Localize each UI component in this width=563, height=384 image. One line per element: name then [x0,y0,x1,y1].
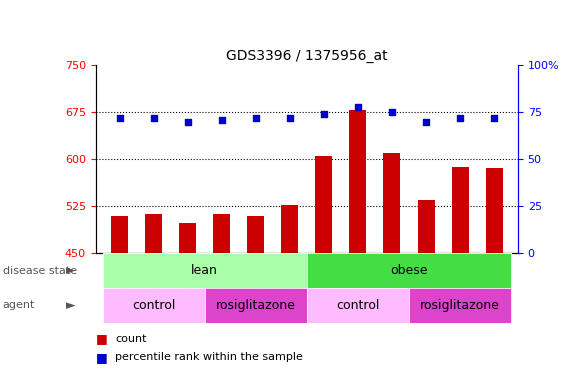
Text: ►: ► [66,264,76,277]
Text: ■: ■ [96,351,108,364]
Text: GSM172990: GSM172990 [387,257,396,312]
Bar [111,216,128,253]
Text: GSM172982: GSM172982 [217,257,226,312]
Bar [102,253,307,288]
Text: control: control [132,299,175,312]
Bar [409,253,443,323]
Point [490,115,499,121]
Bar [171,253,205,323]
Text: percentile rank within the sample: percentile rank within the sample [115,352,303,362]
Point [455,115,464,121]
Bar [102,253,137,323]
Bar [375,253,409,323]
Bar [307,288,409,323]
Bar [137,253,171,323]
Bar [350,111,367,253]
Text: control: control [336,299,379,312]
Point [217,117,226,123]
Point [251,115,260,121]
Bar [418,200,435,253]
Text: rosiglitazone: rosiglitazone [420,299,500,312]
Bar [205,253,239,323]
Point [149,115,158,121]
Bar [205,288,307,323]
Bar [247,216,264,253]
Bar [145,214,162,253]
Point [285,115,294,121]
Point [183,119,192,125]
Title: GDS3396 / 1375956_at: GDS3396 / 1375956_at [226,49,388,63]
Point [422,119,431,125]
Text: GSM172989: GSM172989 [354,257,363,312]
Text: rosiglitazone: rosiglitazone [216,299,296,312]
Bar [307,253,511,288]
Bar [452,167,468,253]
Text: GSM172984: GSM172984 [285,257,294,312]
Bar [341,253,375,323]
Point [319,111,328,117]
Text: disease state: disease state [3,266,77,276]
Bar [315,156,332,253]
Text: GSM172979: GSM172979 [115,257,124,312]
Bar [477,253,511,323]
Bar [383,153,400,253]
Text: obese: obese [390,264,428,277]
Text: GSM172988: GSM172988 [490,257,499,312]
Text: ►: ► [66,299,76,312]
Bar [307,253,341,323]
Point [387,109,396,115]
Bar [213,214,230,253]
Bar [179,223,196,253]
Bar [409,288,511,323]
Bar [443,253,477,323]
Text: ■: ■ [96,332,108,345]
Point [354,104,363,110]
Text: GSM172980: GSM172980 [149,257,158,312]
Text: GSM172983: GSM172983 [251,257,260,312]
Text: GSM172985: GSM172985 [422,257,431,312]
Bar [102,288,205,323]
Text: agent: agent [3,300,35,310]
Text: GSM172987: GSM172987 [319,257,328,312]
Text: count: count [115,334,147,344]
Text: lean: lean [191,264,218,277]
Bar [273,253,307,323]
Point [115,115,124,121]
Bar [282,205,298,253]
Text: GSM172986: GSM172986 [455,257,464,312]
Bar [486,167,503,253]
Bar [239,253,273,323]
Text: GSM172981: GSM172981 [183,257,192,312]
